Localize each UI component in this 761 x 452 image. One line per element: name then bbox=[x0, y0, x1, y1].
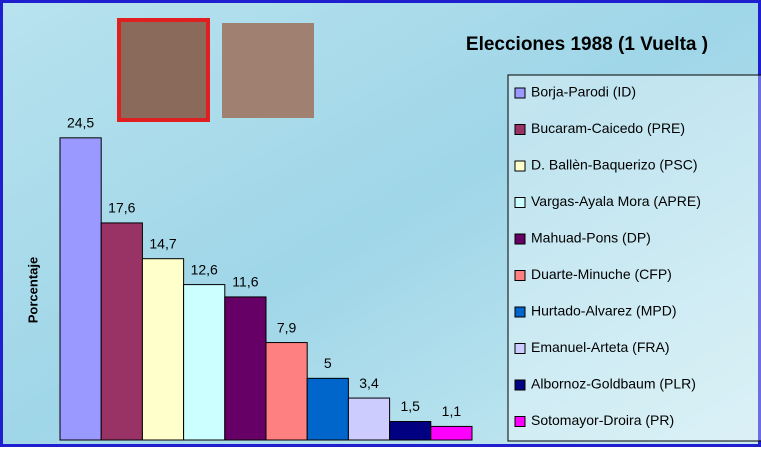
legend-swatch bbox=[514, 379, 526, 391]
legend-swatch bbox=[514, 87, 526, 99]
bar bbox=[389, 421, 432, 441]
data-label: 3,4 bbox=[359, 375, 379, 391]
data-label: 1,1 bbox=[442, 403, 462, 419]
data-label: 17,6 bbox=[108, 200, 135, 216]
legend-label: Albornoz-Goldbaum (PLR) bbox=[531, 376, 696, 392]
bar bbox=[59, 137, 102, 441]
legend-label: Duarte-Minuche (CFP) bbox=[531, 266, 672, 282]
legend-label: Emanuel-Arteta (FRA) bbox=[531, 339, 669, 355]
legend-swatch bbox=[514, 343, 526, 354]
legend-label: Mahuad-Pons (DP) bbox=[531, 230, 651, 246]
bar bbox=[141, 258, 185, 441]
legend-label: Sotomayor-Droira (PR) bbox=[531, 412, 674, 428]
data-label: 7,9 bbox=[277, 319, 297, 335]
bar bbox=[306, 377, 349, 441]
legend-label: Hurtado-Alvarez (MPD) bbox=[531, 303, 676, 319]
data-label: 11,6 bbox=[232, 274, 258, 290]
data-label: 14,7 bbox=[149, 235, 176, 251]
legend-label: Vargas-Ayala Mora (APRE) bbox=[531, 193, 701, 209]
data-label: 1,5 bbox=[400, 398, 420, 414]
y-axis-label: Porcentaje bbox=[25, 257, 40, 323]
legend-label: Borja-Parodi (ID) bbox=[531, 84, 636, 100]
legend-label: Bucaram-Caicedo (PRE) bbox=[531, 120, 685, 136]
legend-swatch bbox=[514, 416, 526, 427]
legend-swatch bbox=[514, 197, 526, 208]
legend-swatch bbox=[514, 306, 526, 318]
legend-swatch bbox=[514, 270, 526, 281]
legend-label: D. Ballèn-Baquerizo (PSC) bbox=[531, 157, 698, 173]
chart-title: Elecciones 1988 (1 Vuelta ) bbox=[466, 34, 708, 55]
data-label: 5 bbox=[324, 355, 332, 371]
legend bbox=[507, 74, 761, 442]
bar bbox=[183, 284, 226, 441]
bar bbox=[100, 222, 143, 441]
bar bbox=[224, 296, 267, 441]
photo bbox=[117, 18, 210, 122]
data-label: 12,6 bbox=[191, 261, 218, 277]
data-label: 24,5 bbox=[67, 115, 94, 131]
bar bbox=[265, 342, 308, 441]
legend-swatch bbox=[514, 124, 526, 135]
bar bbox=[430, 425, 473, 441]
legend-swatch bbox=[514, 233, 526, 245]
bar bbox=[347, 397, 391, 441]
photo bbox=[222, 23, 314, 118]
legend-swatch bbox=[514, 160, 526, 172]
